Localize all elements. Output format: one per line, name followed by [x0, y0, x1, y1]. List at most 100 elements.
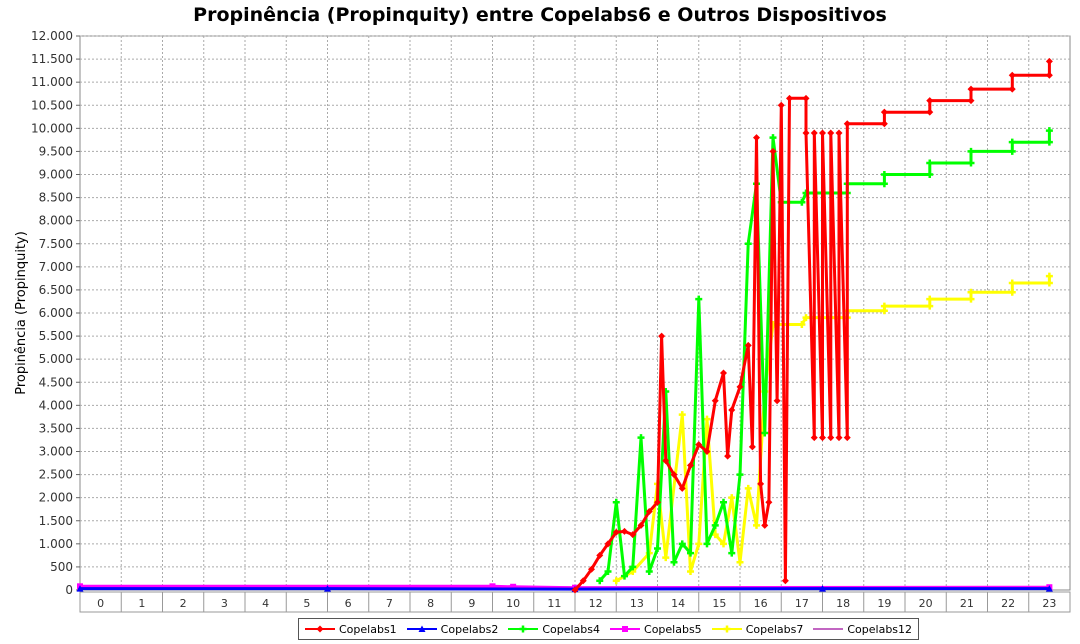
data-point: [711, 397, 719, 405]
y-tick-label: 6.500: [39, 283, 73, 297]
data-point: [621, 572, 628, 580]
data-point: [748, 443, 756, 451]
data-point: [967, 295, 975, 303]
data-point: [678, 411, 686, 419]
y-tick-label: 10.500: [31, 98, 73, 112]
data-point: [596, 551, 604, 559]
legend-swatch: [711, 625, 742, 633]
data-point: [711, 531, 719, 539]
data-point: [1045, 71, 1053, 79]
data-point: [703, 415, 711, 423]
y-tick-label: 1.000: [39, 537, 73, 551]
y-tick-label: 500: [50, 560, 73, 574]
data-point: [654, 498, 661, 506]
data-point: [658, 332, 666, 340]
legend-label: Copelabs5: [644, 622, 702, 636]
data-point: [819, 434, 826, 442]
y-tick-label: 0: [65, 583, 73, 597]
x-tick-label: 23: [1042, 597, 1056, 610]
legend-swatch: [610, 626, 641, 632]
data-point: [835, 129, 843, 137]
data-point: [418, 625, 426, 632]
data-point: [1045, 127, 1053, 135]
y-tick-label: 7.000: [39, 260, 73, 274]
legend-label: Copelabs7: [745, 622, 804, 636]
y-tick-label: 11.500: [31, 52, 73, 66]
data-point: [724, 452, 732, 460]
data-point: [880, 171, 888, 178]
legend-label: Copelabs12: [847, 622, 913, 636]
x-tick-label: 1: [138, 597, 145, 610]
data-point: [1045, 57, 1053, 65]
data-point: [720, 498, 727, 506]
data-point: [1008, 138, 1016, 146]
data-point: [612, 498, 620, 506]
data-point: [736, 383, 744, 391]
data-point: [629, 563, 637, 571]
data-point: [622, 626, 629, 632]
x-tick-label: 20: [919, 597, 933, 610]
data-point: [967, 85, 975, 93]
x-tick-label: 19: [877, 597, 891, 610]
data-point: [802, 94, 810, 102]
y-tick-label: 7.500: [39, 237, 73, 251]
x-tick-label: 8: [427, 597, 434, 610]
y-tick-label: 3.000: [39, 445, 73, 459]
data-point: [819, 585, 826, 592]
data-point: [827, 434, 835, 442]
data-point: [777, 101, 785, 109]
data-point: [678, 540, 686, 548]
x-tick-label: 22: [1001, 597, 1015, 610]
data-point: [802, 129, 810, 137]
data-point: [926, 302, 934, 310]
data-point: [728, 494, 736, 502]
x-tick-label: 3: [221, 597, 228, 610]
x-tick-label: 15: [712, 597, 726, 610]
data-point: [781, 577, 789, 585]
y-tick-label: 5.000: [39, 352, 73, 366]
x-tick-label: 17: [795, 597, 809, 610]
data-point: [786, 94, 793, 102]
legend-label: Copelabs1: [339, 622, 397, 636]
data-point: [604, 568, 612, 576]
series-copelabs1: [571, 57, 1053, 594]
x-tick-label: 14: [671, 597, 685, 610]
y-tick-label: 9.500: [39, 144, 73, 158]
data-point: [761, 521, 769, 529]
data-point: [798, 198, 806, 206]
data-point: [579, 577, 587, 585]
data-point: [827, 129, 835, 137]
y-tick-label: 2.000: [39, 491, 73, 505]
data-point: [695, 441, 703, 449]
data-point: [645, 568, 653, 576]
data-point: [621, 527, 628, 535]
data-point: [1008, 147, 1016, 155]
data-point: [744, 341, 752, 349]
y-tick-label: 6.000: [39, 306, 73, 320]
data-point: [678, 484, 686, 492]
x-tick-label: 2: [180, 597, 187, 610]
x-tick-label: 5: [303, 597, 310, 610]
data-point: [662, 457, 670, 465]
x-tick-label: 9: [468, 597, 475, 610]
data-point: [720, 369, 727, 377]
data-point: [687, 549, 694, 557]
data-point: [926, 295, 934, 303]
data-point: [753, 134, 760, 142]
data-point: [489, 583, 496, 590]
data-point: [769, 147, 777, 155]
legend-item-copelabs12: Copelabs12: [813, 623, 912, 636]
data-point: [761, 429, 769, 437]
legend-swatch: [305, 625, 335, 633]
data-point: [728, 549, 736, 557]
data-point: [703, 448, 711, 455]
chart-title: Propinência (Propinquity) entre Copelabs…: [193, 4, 887, 26]
data-point: [723, 625, 731, 633]
data-point: [1008, 85, 1016, 93]
legend-item-copelabs1: Copelabs1: [305, 623, 397, 636]
y-tick-label: 2.500: [39, 468, 73, 482]
y-tick-label: 3.500: [39, 421, 73, 435]
data-point: [637, 434, 645, 442]
x-tick-label: 10: [506, 597, 520, 610]
legend-swatch: [508, 625, 539, 633]
